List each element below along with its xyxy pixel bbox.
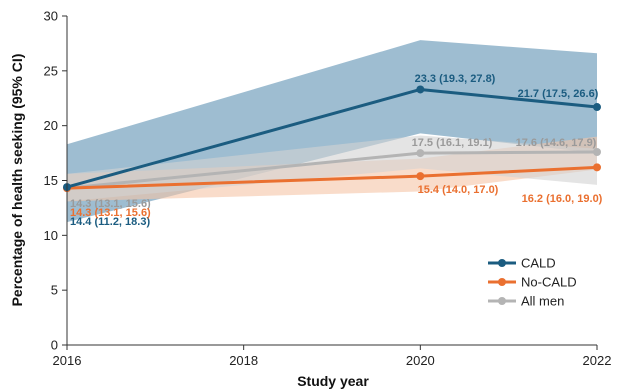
legend-label-all-men: All men	[521, 294, 564, 309]
x-tick-label: 2020	[406, 353, 435, 368]
data-label-cald: 14.4 (11.2, 18.3)	[70, 216, 150, 228]
data-point-no-cald	[416, 172, 425, 181]
y-tick-label: 15	[44, 173, 58, 188]
data-label-cald: 23.3 (19.3, 27.8)	[415, 73, 496, 85]
data-point-cald	[416, 85, 425, 94]
x-tick-label: 2018	[229, 353, 258, 368]
x-tick-label: 2022	[583, 353, 612, 368]
y-axis-title: Percentage of health seeking (95% CI)	[9, 54, 25, 307]
legend-marker-no-cald	[498, 278, 506, 286]
data-point-all-men	[416, 149, 425, 158]
legend-marker-all-men	[498, 297, 506, 305]
data-label-no-cald: 14.3 (13.1, 15.6)	[70, 207, 151, 219]
legend-label-no-cald: No-CALD	[521, 275, 577, 290]
y-tick-label: 30	[44, 9, 58, 24]
y-tick-label: 0	[51, 338, 58, 353]
data-point-no-cald	[593, 163, 601, 172]
legend-marker-cald	[498, 259, 506, 267]
data-point-all-men	[593, 147, 601, 156]
x-tick-label: 2016	[53, 353, 82, 368]
data-label-cald: 21.7 (17.5, 26.6)	[518, 88, 599, 100]
data-label-all-men: 17.6 (14.6, 17.9)	[516, 137, 597, 149]
data-label-all-men: 17.5 (16.1, 19.1)	[412, 137, 493, 149]
y-tick-label: 20	[44, 118, 58, 133]
data-point-cald	[593, 103, 601, 112]
x-axis-title: Study year	[297, 373, 369, 389]
y-tick-label: 10	[44, 228, 58, 243]
data-label-no-cald: 15.4 (14.0, 17.0)	[418, 184, 499, 196]
data-label-all-men: 14.3 (13.1, 15.6)	[70, 198, 151, 210]
legend: CALD No-CALD All men	[488, 256, 577, 309]
y-tick-label: 25	[44, 63, 58, 78]
y-tick-label: 5	[51, 283, 58, 298]
data-label-no-cald: 16.2 (16.0, 19.0)	[522, 193, 603, 205]
legend-label-cald: CALD	[521, 256, 556, 271]
